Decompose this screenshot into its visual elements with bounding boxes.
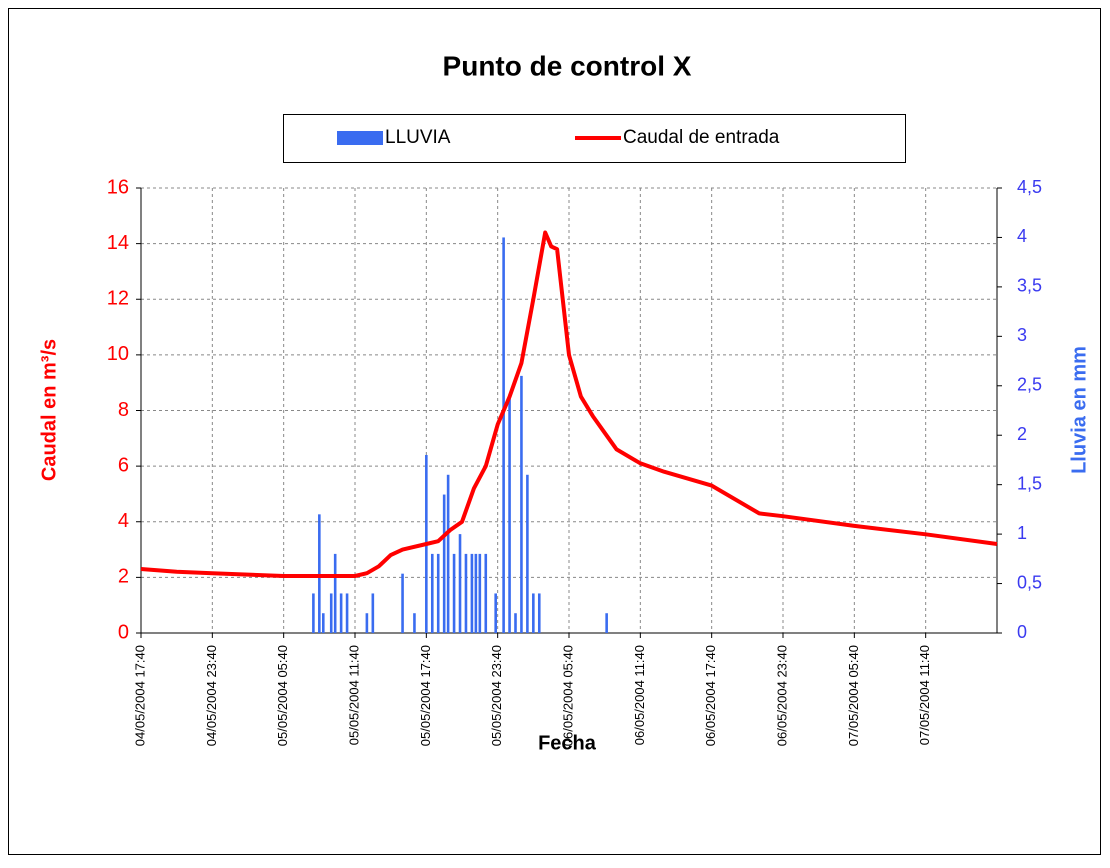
bar	[329, 593, 333, 633]
y2-tick-label: 3,5	[1017, 276, 1042, 296]
y-tick-label: 14	[107, 232, 129, 254]
chart-title: Punto de control X	[443, 50, 692, 81]
legend-label: LLUVIA	[385, 127, 451, 148]
x-tick-label: 05/05/2004 05:40	[275, 645, 290, 746]
bar	[474, 553, 478, 633]
bar	[365, 613, 369, 633]
y2-tick-label: 2,5	[1017, 375, 1042, 395]
bar	[345, 593, 349, 633]
y2-tick-label: 3	[1017, 325, 1027, 345]
x-tick-label: 06/05/2004 23:40	[774, 645, 789, 746]
bar	[537, 593, 541, 633]
x-tick-label: 06/05/2004 11:40	[632, 645, 647, 745]
bar	[458, 534, 462, 633]
bar	[430, 553, 434, 633]
bar	[446, 474, 450, 633]
bar	[413, 613, 416, 633]
y-tick-label: 2	[118, 566, 129, 588]
bar	[484, 553, 488, 633]
line	[140, 230, 998, 578]
bar	[442, 494, 446, 633]
y2-tick-label: 0,5	[1017, 572, 1042, 592]
bar	[452, 553, 456, 633]
legend-swatch	[337, 131, 383, 145]
y-tick-label: 12	[107, 288, 129, 310]
y-tick-label: 6	[118, 454, 129, 476]
bar	[321, 613, 325, 633]
y2-tick-label: 1	[1017, 523, 1027, 543]
y2-tick-label: 2	[1017, 424, 1027, 444]
x-tick-label: 07/05/2004 05:40	[846, 645, 861, 746]
bar	[532, 593, 535, 633]
bar	[339, 593, 343, 633]
x-tick-label: 05/05/2004 23:40	[489, 645, 504, 746]
bar	[520, 375, 523, 633]
x-tick-label: 04/05/2004 17:40	[132, 645, 147, 746]
x-tick-label: 06/05/2004 17:40	[703, 645, 718, 746]
y2-tick-label: 0	[1017, 622, 1027, 642]
x-tick-label: 05/05/2004 11:40	[346, 645, 361, 745]
bar	[494, 593, 497, 633]
bar	[371, 593, 375, 633]
bar	[464, 553, 468, 633]
y-tick-label: 0	[118, 621, 129, 643]
bar	[526, 474, 529, 633]
bar	[333, 553, 337, 633]
legend-label: Caudal de entrada	[623, 127, 780, 148]
y2-axis-title: Lluvia en mm	[1068, 346, 1090, 474]
bar	[605, 613, 608, 633]
bar	[312, 593, 315, 633]
bar	[478, 553, 482, 633]
y-tick-label: 16	[107, 176, 129, 198]
bar	[508, 395, 511, 633]
x-axis-title: Fecha	[538, 732, 597, 754]
x-tick-label: 05/05/2004 17:40	[418, 645, 433, 746]
bar	[502, 237, 505, 633]
bar	[436, 553, 440, 633]
y2-tick-label: 4,5	[1017, 177, 1042, 197]
bar	[514, 613, 517, 633]
bar	[318, 514, 321, 633]
bar	[401, 573, 404, 633]
x-tick-label: 07/05/2004 11:40	[917, 645, 932, 745]
y2-tick-label: 4	[1017, 226, 1027, 246]
bar	[470, 553, 474, 633]
x-tick-label: 06/05/2004 05:40	[560, 645, 575, 746]
x-tick-label: 04/05/2004 23:40	[204, 645, 219, 746]
y-tick-label: 8	[118, 399, 129, 421]
y-axis-title: Caudal en m³/s	[38, 339, 60, 481]
y-tick-label: 10	[107, 343, 129, 365]
y-tick-label: 4	[118, 510, 129, 532]
y2-tick-label: 1,5	[1017, 473, 1042, 493]
